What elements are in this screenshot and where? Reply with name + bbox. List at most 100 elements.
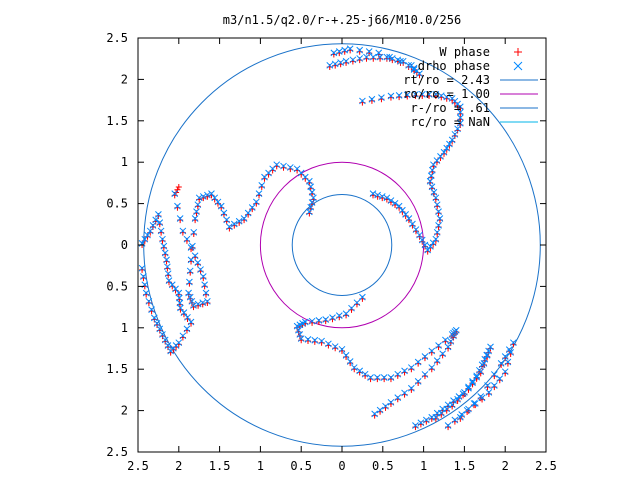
- y-tick-label: 1.5: [106, 362, 128, 376]
- x-tick-label: 2: [175, 459, 182, 473]
- drho-phase-point: [179, 332, 187, 340]
- drho-phase-point: [315, 316, 323, 324]
- drho-phase-point: [335, 312, 343, 320]
- drho-phase-point: [397, 57, 404, 65]
- drho-phase-point: [465, 384, 472, 392]
- drho-phase-point: [505, 346, 513, 353]
- drho-phase-point: [497, 360, 505, 367]
- drho-phase-point: [286, 164, 294, 171]
- drho-phase-point: [307, 183, 315, 191]
- drho-phase-point: [428, 166, 436, 174]
- drho-phase-point: [433, 201, 441, 209]
- drho-phase-point: [142, 289, 150, 297]
- drho-phase-point: [387, 398, 395, 406]
- drho-phase-point: [350, 364, 358, 371]
- drho-phase-point: [443, 144, 451, 152]
- drho-phase-point: [138, 264, 146, 272]
- drho-phase-point: [456, 413, 464, 421]
- drho-phase-point: [412, 226, 420, 233]
- drho-phase-point: [308, 188, 316, 196]
- drho-phase-point: [369, 190, 377, 198]
- x-tick-label: 1.5: [209, 459, 231, 473]
- drho-phase-point: [165, 277, 173, 284]
- legend-label: ro/ro = 1.00: [403, 87, 490, 101]
- drho-phase-point: [422, 416, 430, 424]
- drho-phase-point: [306, 208, 313, 216]
- drho-phase-point: [405, 215, 413, 222]
- chart-title: m3/n1.5/q2.0/r-+.25-j66/M10.0/256: [223, 13, 461, 27]
- drho-phase-point: [485, 389, 493, 396]
- drho-phase-point: [164, 342, 172, 349]
- drho-phase-point: [387, 197, 395, 204]
- drho-phase-point: [447, 337, 455, 345]
- drho-phase-point: [401, 389, 408, 397]
- drho-phase-point: [437, 409, 445, 417]
- drho-phase-point: [353, 299, 361, 307]
- drho-phase-point: [188, 297, 196, 305]
- x-tick-label: 2.5: [535, 459, 557, 473]
- drho-phase-point: [452, 326, 460, 334]
- drho-phase-point: [220, 209, 228, 217]
- drho-phase-point: [172, 285, 179, 293]
- drho-phase-point: [211, 194, 219, 202]
- drho-phase-point: [342, 310, 350, 318]
- drho-phase-point: [361, 370, 369, 378]
- drho-phase-point: [191, 215, 199, 222]
- x-tick-label: 2.5: [127, 459, 149, 473]
- drho-phase-point: [387, 374, 395, 381]
- drho-phase-point: [356, 46, 364, 54]
- drho-phase-point: [443, 93, 451, 101]
- y-tick-label: 2: [121, 72, 128, 86]
- y-tick-label: 1: [121, 155, 128, 169]
- drho-phase-point: [418, 90, 426, 98]
- drho-phase-point: [338, 345, 346, 353]
- drho-phase-point: [202, 289, 210, 297]
- drho-phase-point: [330, 49, 338, 57]
- drho-phase-point: [368, 95, 376, 103]
- drho-phase-point: [473, 373, 480, 381]
- drho-phase-point: [448, 136, 456, 144]
- drho-phase-point: [450, 397, 457, 405]
- drho-phase-point: [184, 313, 191, 321]
- drho-phase-point: [293, 322, 301, 330]
- drho-phase-point: [149, 222, 157, 229]
- drho-phase-point: [469, 379, 476, 387]
- drho-phase-point: [187, 244, 195, 251]
- drho-phase-point: [171, 190, 179, 198]
- drho-phase-point: [456, 114, 464, 122]
- drho-phase-point: [483, 351, 491, 359]
- drho-phase-point: [148, 306, 155, 313]
- drho-phase-point: [156, 219, 164, 226]
- drho-phase-point: [174, 202, 181, 210]
- x-tick-label: 1: [257, 459, 264, 473]
- drho-phase-point: [487, 343, 494, 351]
- drho-phase-point: [311, 336, 319, 344]
- drho-phase-point: [416, 231, 423, 239]
- drho-phase-point: [308, 317, 316, 325]
- drho-phase-point: [501, 368, 509, 376]
- legend-label: drho phase: [418, 59, 490, 73]
- drho-phase-point: [484, 382, 491, 389]
- drho-phase-point: [428, 183, 436, 191]
- drho-phase-point: [164, 263, 171, 271]
- drho-phase-point: [376, 53, 384, 61]
- drho-phase-point: [342, 57, 350, 65]
- drho-phase-point: [255, 190, 263, 198]
- y-tick-label: 1: [121, 321, 128, 335]
- drho-phase-point: [450, 332, 457, 340]
- drho-phase-point: [428, 347, 436, 355]
- drho-phase-point: [348, 304, 355, 312]
- y-tick-label: 2.5: [106, 31, 128, 45]
- drho-phase-point: [421, 353, 429, 360]
- drho-phase-point: [363, 53, 370, 61]
- drho-phase-point: [141, 235, 149, 243]
- drho-phase-point: [346, 45, 354, 53]
- drho-phase-point: [432, 413, 440, 421]
- drho-phase-point: [428, 364, 436, 371]
- drho-phase-point: [436, 215, 444, 222]
- drho-phase-point: [496, 375, 504, 382]
- drho-phase-point: [185, 289, 192, 297]
- drho-phase-point: [490, 382, 498, 389]
- drho-phase-point: [194, 259, 202, 267]
- drho-phase-point: [408, 384, 415, 392]
